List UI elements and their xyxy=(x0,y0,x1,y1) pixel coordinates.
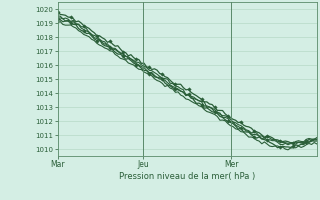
X-axis label: Pression niveau de la mer( hPa ): Pression niveau de la mer( hPa ) xyxy=(119,172,255,181)
